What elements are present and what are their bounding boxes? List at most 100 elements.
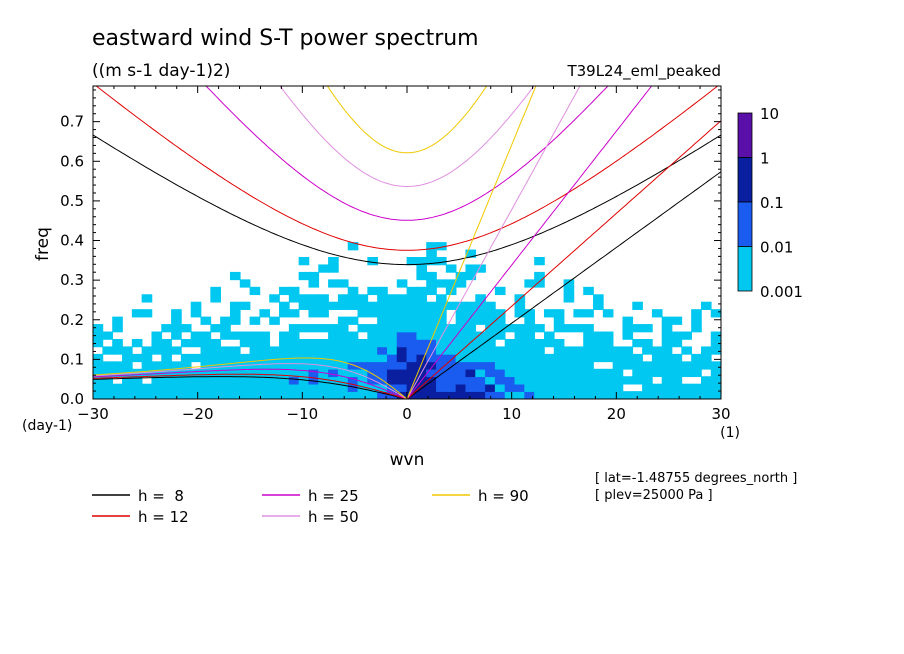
spectrum-cell (328, 257, 339, 266)
spectrum-cell (622, 346, 634, 355)
spectrum-cell (220, 383, 231, 392)
spectrum-cell (661, 324, 673, 333)
spectrum-cell (455, 331, 467, 340)
spectrum-cell (171, 391, 182, 399)
spectrum-cell (651, 391, 663, 399)
spectrum-cell (553, 316, 565, 325)
spectrum-cell (602, 346, 614, 355)
spectrum-cell (279, 361, 290, 370)
spectrum-cell (534, 383, 545, 392)
spectrum-cell (367, 383, 378, 392)
spectrum-cell (465, 383, 477, 392)
spectrum-cell (514, 376, 526, 385)
colorbar-swatch (737, 157, 753, 203)
spectrum-cell (632, 301, 643, 310)
spectrum-cell (102, 376, 114, 385)
spectrum-cell (269, 346, 280, 355)
spectrum-cell (494, 286, 506, 296)
legend-label: h = 90 (478, 487, 529, 505)
spectrum-cell (141, 353, 153, 363)
spectrum-cell (593, 338, 604, 348)
spectrum-cell (445, 331, 457, 340)
spectrum-cell (553, 383, 565, 392)
dispersion-curve (406, 171, 721, 399)
spectrum-cell (288, 286, 300, 296)
colorbar-swatch (737, 112, 753, 158)
spectrum-cell (112, 361, 123, 370)
spectrum-cell (200, 331, 212, 340)
spectrum-cell (710, 331, 721, 340)
spectrum-cell (436, 391, 447, 399)
dispersion-curve (93, 376, 408, 399)
dispersion-curve (406, 86, 653, 399)
spectrum-cell (328, 361, 339, 370)
spectrum-cell (455, 391, 467, 399)
spectrum-cell (377, 286, 388, 296)
spectrum-cell (426, 331, 437, 340)
spectrum-cell (436, 331, 447, 340)
spectrum-cell (229, 391, 241, 399)
spectrum-cell (210, 324, 221, 333)
spectrum-cell (210, 286, 221, 296)
spectrum-cell (563, 324, 575, 333)
spectrum-cell (426, 279, 437, 288)
spectrum-cell (475, 376, 486, 385)
spectrum-cell (367, 257, 378, 266)
spectrum-cell (308, 361, 320, 370)
colorbar-level-label: 10 (760, 105, 779, 123)
spectrum-cell (465, 353, 477, 363)
spectrum-cell (328, 391, 339, 399)
spectrum-cell (386, 316, 398, 325)
spectrum-cell (357, 368, 369, 378)
spectrum-cell (494, 361, 506, 370)
spectrum-cell (661, 391, 673, 399)
spectrum-cell (465, 361, 477, 370)
spectrum-cell (367, 368, 378, 378)
spectrum-cell (436, 346, 447, 355)
spectrum-cell (416, 301, 428, 310)
spectrum-cell (681, 361, 692, 370)
y-tick-label: 0.5 (60, 192, 84, 210)
spectrum-cell (249, 331, 261, 340)
spectrum-cell (318, 346, 329, 355)
spectrum-cell (328, 331, 339, 340)
spectrum-cell (161, 346, 172, 355)
spectrum-cell (543, 353, 555, 363)
spectrum-cell (406, 301, 418, 310)
spectrum-cell (416, 257, 428, 266)
spectrum-cell (308, 391, 320, 399)
spectrum-cell (377, 368, 388, 378)
spectrum-cell (357, 361, 369, 370)
spectrum-cell (288, 338, 300, 348)
spectrum-cell (710, 368, 721, 378)
spectrum-cell (259, 361, 271, 370)
spectrum-cell (642, 391, 653, 399)
spectrum-cell (229, 301, 241, 310)
spectrum-cell (318, 338, 329, 348)
spectrum-cell (632, 376, 643, 385)
spectrum-cell (249, 383, 261, 392)
spectrum-cell (426, 242, 437, 251)
spectrum-cell (347, 338, 359, 348)
spectrum-cell (337, 391, 349, 399)
spectrum-cell (298, 338, 310, 348)
spectrum-cell (445, 368, 457, 378)
spectrum-cell (357, 301, 369, 310)
spectrum-cell (455, 324, 467, 333)
spectrum-cell (661, 331, 673, 340)
spectrum-cell (131, 338, 143, 348)
spectrum-cell (180, 353, 192, 363)
spectrum-cell (190, 368, 202, 378)
spectrum-cell (494, 346, 506, 355)
spectrum-cell (602, 331, 614, 340)
spectrum-cell (220, 353, 231, 363)
spectrum-cell (475, 391, 486, 399)
spectrum-cell (131, 383, 143, 392)
spectrum-cell (553, 353, 565, 363)
spectrum-cell (308, 376, 320, 385)
spectrum-cell (475, 301, 486, 310)
spectrum-cell (661, 376, 673, 385)
spectrum-cell (445, 324, 457, 333)
spectrum-cell (249, 346, 261, 355)
